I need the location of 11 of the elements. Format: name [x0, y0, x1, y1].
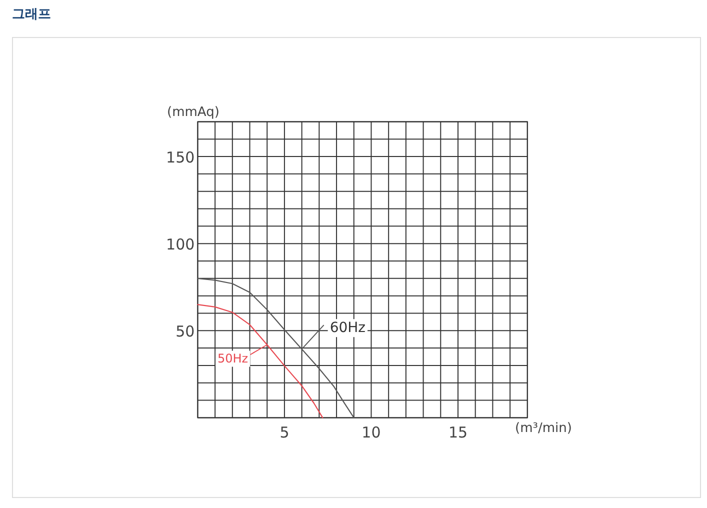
x-tick-label: 5: [280, 424, 290, 442]
text: 그래프: [12, 6, 51, 23]
y-tick-label: 150: [166, 148, 195, 167]
x-axis-title: (m³/min): [515, 421, 572, 436]
y-tick-label: 50: [176, 322, 195, 341]
series-label: 50Hz: [218, 352, 248, 366]
y-axis-title: (mmAq): [167, 105, 220, 120]
y-tick-label: 100: [166, 236, 195, 254]
legend-label: 60Hz: [330, 320, 366, 336]
x-tick-label: 10: [362, 424, 381, 442]
x-tick-label: 15: [448, 424, 468, 442]
